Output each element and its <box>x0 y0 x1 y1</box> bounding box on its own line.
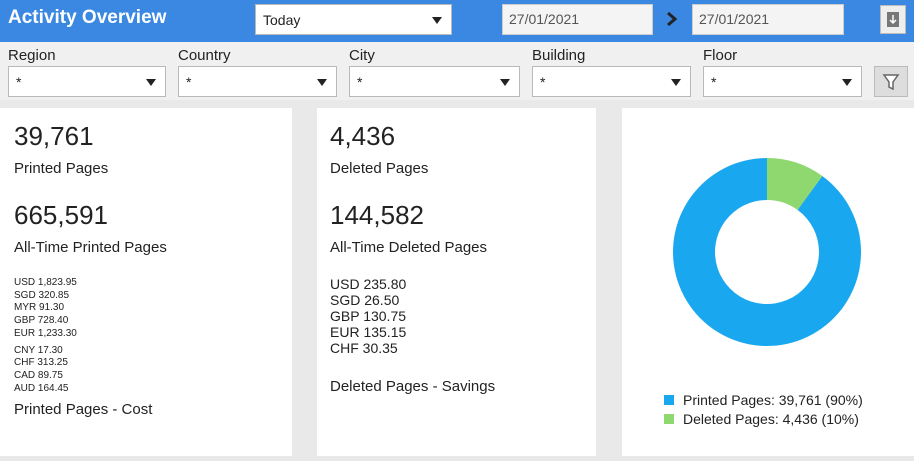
printed-count-label: Printed Pages <box>14 160 109 177</box>
donut-slice <box>767 158 823 210</box>
cost-item: SGD 320.85 <box>14 289 70 301</box>
savings-label: Deleted Pages - Savings <box>330 378 496 395</box>
filter-value: * <box>357 74 363 90</box>
filter-value: * <box>186 74 192 90</box>
filter-select[interactable]: * <box>178 66 337 97</box>
cost-label: Printed Pages - Cost <box>14 401 153 418</box>
header-bar: Activity Overview Today 27/01/2021 27/01… <box>0 0 914 42</box>
cost-item: MYR 91.30 <box>14 302 65 314</box>
deleted-count: 4,436 <box>330 121 396 151</box>
donut-chart: Printed Pages: 39,761 (90%) Deleted Pages… <box>664 158 863 427</box>
filter-icon <box>882 74 900 91</box>
filter-label: Building <box>532 47 586 64</box>
date-from-value: 27/01/2021 <box>509 11 580 27</box>
filter-select[interactable]: * <box>532 66 691 97</box>
savings-item: EUR 135.15 <box>330 324 407 340</box>
period-select[interactable]: Today <box>255 4 452 35</box>
page-title: Activity Overview <box>8 7 167 28</box>
filter-select[interactable]: * <box>8 66 166 97</box>
filter-label: Region <box>8 47 56 64</box>
cost-group: CNY 17.30 CHF 313.25 CAD 89.75 AUD 164.45 <box>14 345 77 396</box>
date-to[interactable]: 27/01/2021 <box>692 4 844 35</box>
legend-swatch <box>664 414 674 424</box>
cost-item: AUD 164.45 <box>14 382 69 394</box>
filter-value: * <box>540 74 546 90</box>
deleted-card: 4,436 Deleted Pages 144,582 All-Time Del… <box>317 108 596 456</box>
deleted-count-label: Deleted Pages <box>330 160 429 177</box>
cost-item: CAD 89.75 <box>14 369 63 381</box>
cost-item: USD 1,823.95 <box>14 277 77 288</box>
savings-item: USD 235.80 <box>330 276 407 292</box>
filter-label: City <box>349 47 375 64</box>
arrow-icon <box>667 11 678 27</box>
printed-all-time: 665,591 <box>14 200 108 230</box>
export-button[interactable] <box>880 5 906 34</box>
legend-swatch <box>664 395 674 405</box>
cost-item: CNY 17.30 <box>14 344 63 356</box>
cost-list: USD 1,823.95 SGD 320.85 MYR 91.30 GBP 728.4… <box>14 277 77 395</box>
legend-label: Deleted Pages: 4,436 (10%) <box>683 411 859 427</box>
cost-item: CHF 313.25 <box>14 357 68 369</box>
savings-list: USD 235.80 SGD 26.50 GBP 130.75 EUR 135.15 C… <box>330 276 406 356</box>
date-from[interactable]: 27/01/2021 <box>502 4 653 35</box>
filter-select[interactable]: * <box>349 66 520 97</box>
donut-slice <box>673 158 861 346</box>
savings-item: SGD 26.50 <box>330 292 400 308</box>
printed-count: 39,761 <box>14 121 94 151</box>
date-to-value: 27/01/2021 <box>699 11 770 27</box>
cost-group: USD 1,823.95 SGD 320.85 MYR 91.30 GBP 728.4… <box>14 277 77 341</box>
chart-card: Printed Pages: 39,761 (90%) Deleted Pages… <box>622 108 914 456</box>
filter-select[interactable]: * <box>703 66 862 97</box>
savings-item: GBP 130.75 <box>330 308 407 324</box>
filter-value: * <box>711 74 717 90</box>
cost-item: EUR 1,233.30 <box>14 327 77 339</box>
filter-label: Floor <box>703 47 738 64</box>
cost-item: GBP 728.40 <box>14 315 69 327</box>
period-value: Today <box>263 12 301 28</box>
deleted-all-time: 144,582 <box>330 200 424 230</box>
filter-label: Country <box>178 47 231 64</box>
savings-item: CHF 30.35 <box>330 340 398 356</box>
deleted-all-time-label: All-Time Deleted Pages <box>330 239 488 256</box>
printed-all-time-label: All-Time Printed Pages <box>14 239 167 256</box>
legend-label: Printed Pages: 39,761 (90%) <box>683 392 863 408</box>
filter-value: * <box>16 74 22 90</box>
printed-card: 39,761 Printed Pages 665,591 All-Time Pr… <box>0 108 292 456</box>
filter-button[interactable] <box>874 66 908 97</box>
export-icon <box>887 12 899 27</box>
